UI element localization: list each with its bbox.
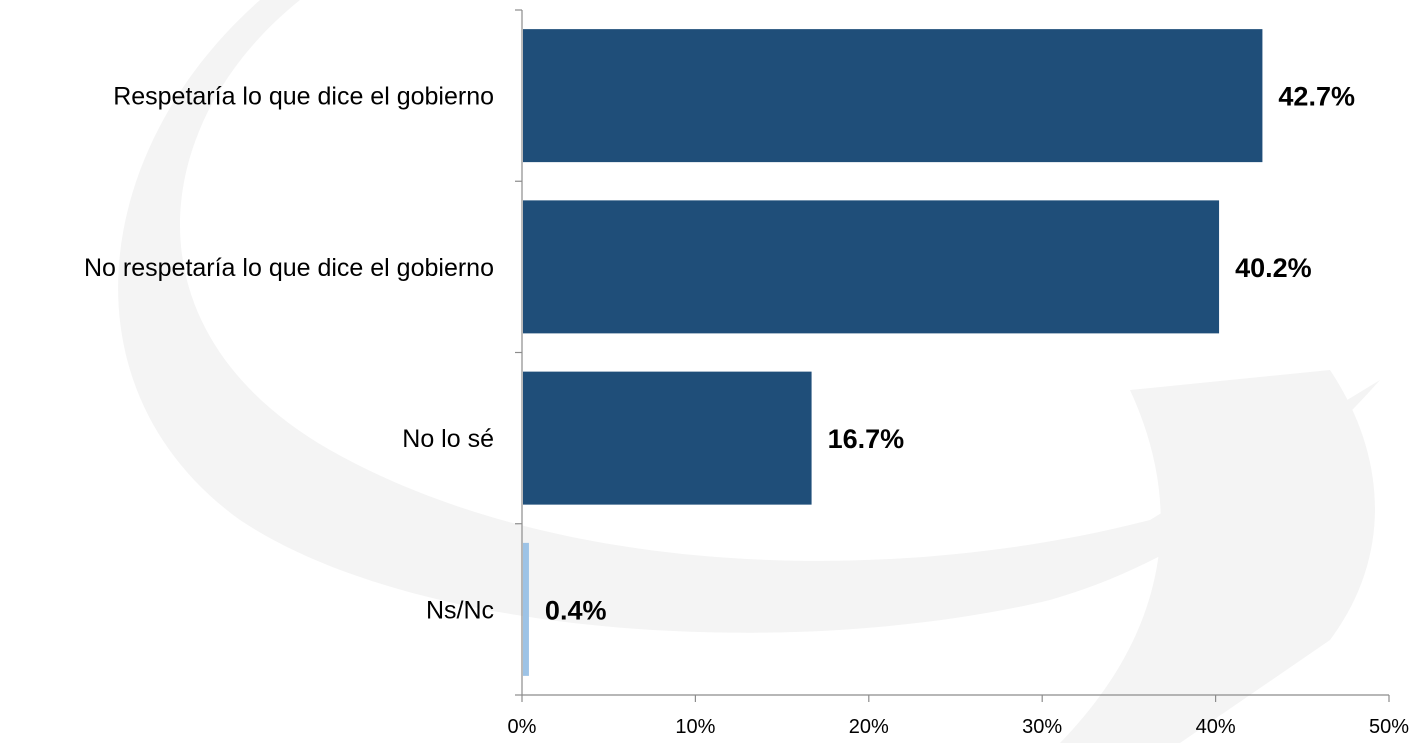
- value-labels: 42.7% 40.2% 16.7% 0.4%: [545, 82, 1355, 626]
- data-label: 40.2%: [1235, 253, 1312, 283]
- x-tick-label: 20%: [849, 716, 889, 738]
- x-tick-label: 50%: [1369, 716, 1409, 738]
- x-tick-label: 30%: [1022, 716, 1062, 738]
- x-tick-label: 40%: [1196, 716, 1236, 738]
- watermark-logo: [118, 0, 1381, 743]
- bars: [523, 29, 1263, 676]
- bar: [523, 371, 812, 505]
- category-label: Ns/Nc: [426, 596, 494, 624]
- category-label: No lo sé: [402, 425, 494, 453]
- data-label: 16.7%: [828, 424, 905, 454]
- data-label: 42.7%: [1278, 82, 1355, 112]
- bar: [523, 29, 1263, 163]
- category-labels: Respetaría lo que dice el gobierno No res…: [84, 83, 494, 625]
- data-label: 0.4%: [545, 595, 607, 625]
- x-axis-ticks: 0% 10% 20% 30% 40% 50%: [508, 695, 1409, 738]
- category-label: No respetaría lo que dice el gobierno: [84, 254, 494, 282]
- x-tick-label: 10%: [675, 716, 715, 738]
- x-tick-label: 0%: [508, 716, 537, 738]
- category-label: Respetaría lo que dice el gobierno: [113, 83, 494, 111]
- bar: [523, 200, 1220, 334]
- y-axis-ticks: [515, 9, 522, 696]
- bar: [523, 542, 529, 676]
